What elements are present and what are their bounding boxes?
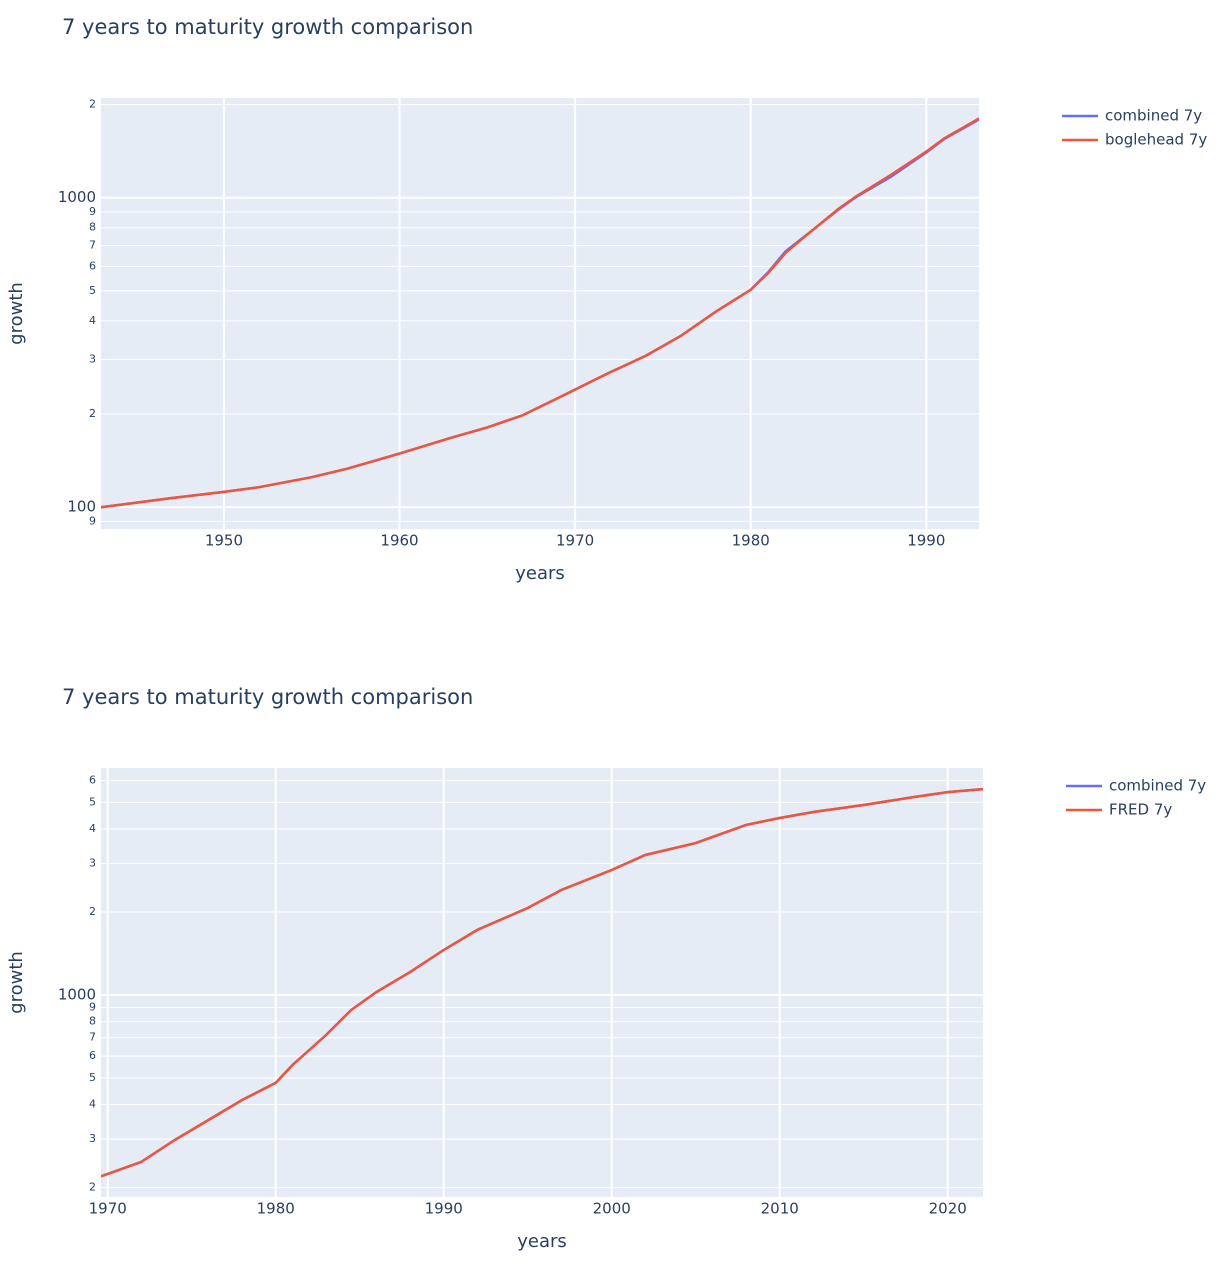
y-tick-label: 1000 [58, 188, 96, 206]
x-tick-label: 1980 [257, 1200, 295, 1218]
y-tick-label: 9 [89, 205, 96, 218]
x-tick-label: 1960 [380, 532, 418, 550]
legend-label: combined 7y [1105, 107, 1202, 125]
y-tick-label: 5 [89, 284, 96, 297]
y-tick-label: 3 [89, 1132, 96, 1145]
legend-label: FRED 7y [1109, 801, 1172, 819]
y-tick-label: 4 [89, 822, 96, 835]
x-axis-title: years [517, 1231, 567, 1252]
legend-label: boglehead 7y [1105, 131, 1207, 149]
y-tick-label: 6 [89, 773, 96, 786]
x-tick-label: 1990 [907, 532, 945, 550]
x-tick-label: 2010 [761, 1200, 799, 1218]
series-line [101, 117, 979, 509]
y-tick-label: 2 [89, 407, 96, 420]
x-tick-label: 1950 [205, 532, 243, 550]
y-tick-label: 7 [89, 239, 96, 252]
legend-label: combined 7y [1109, 777, 1206, 795]
chart-title: 7 years to maturity growth comparison [62, 685, 473, 709]
series-line [101, 787, 983, 1178]
chart-title: 7 years to maturity growth comparison [62, 15, 473, 39]
x-axis-title: years [515, 563, 565, 584]
y-tick-label: 9 [89, 514, 96, 527]
x-tick-label: 1990 [425, 1200, 463, 1218]
y-tick-label: 2 [89, 98, 96, 111]
y-tick-label: 6 [89, 259, 96, 272]
x-tick-label: 1980 [732, 532, 770, 550]
x-tick-label: 1970 [89, 1200, 127, 1218]
plot-area [101, 768, 983, 1197]
chart: 7 years to maturity growth comparison 197… [6, 685, 1206, 1252]
chart: 7 years to maturity growth comparison 195… [6, 15, 1207, 584]
y-tick-label: 4 [89, 314, 96, 327]
y-tick-label: 100 [67, 498, 96, 516]
plot-area [101, 98, 979, 529]
y-tick-label: 6 [89, 1049, 96, 1062]
y-tick-label: 2 [89, 905, 96, 918]
y-tick-label: 8 [89, 1015, 96, 1028]
y-tick-label: 9 [89, 1001, 96, 1014]
y-axis-title: growth [6, 951, 27, 1014]
y-tick-label: 5 [89, 1071, 96, 1084]
y-tick-label: 7 [89, 1031, 96, 1044]
y-tick-label: 8 [89, 221, 96, 234]
y-tick-label: 5 [89, 795, 96, 808]
x-tick-label: 2000 [593, 1200, 631, 1218]
x-tick-label: 1970 [556, 532, 594, 550]
x-tick-label: 2020 [929, 1200, 967, 1218]
y-tick-label: 3 [89, 353, 96, 366]
y-tick-label: 2 [89, 1181, 96, 1194]
y-tick-label: 3 [89, 856, 96, 869]
y-tick-label: 1000 [58, 985, 96, 1003]
y-axis-title: growth [6, 282, 27, 345]
y-tick-label: 4 [89, 1098, 96, 1111]
